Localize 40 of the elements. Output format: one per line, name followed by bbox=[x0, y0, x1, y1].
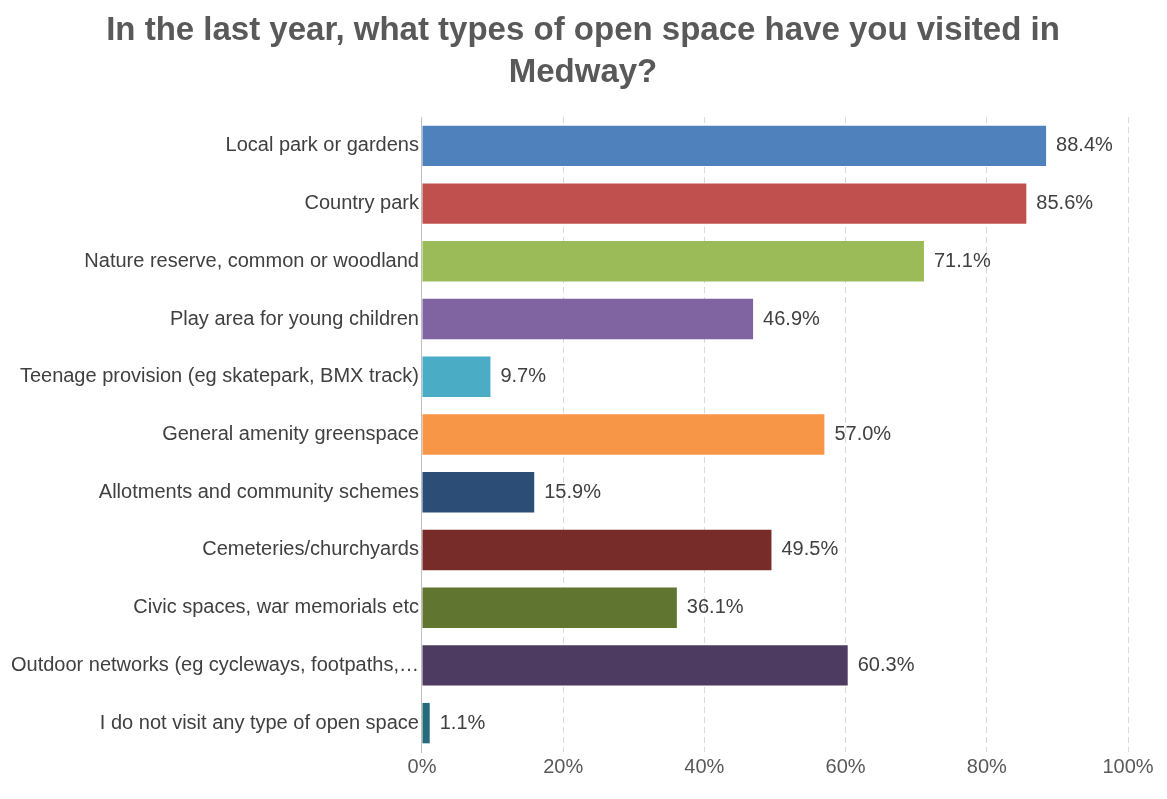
y-tick-label: General amenity greenspace bbox=[162, 422, 419, 445]
bar bbox=[422, 472, 535, 513]
data-label: 49.5% bbox=[781, 537, 839, 560]
data-label: 88.4% bbox=[1056, 133, 1114, 156]
y-tick-label: Outdoor networks (eg cycleways, footpaths,… bbox=[10, 652, 419, 675]
data-label: 57.0% bbox=[834, 422, 892, 445]
y-tick-label: Allotments and community schemes bbox=[98, 479, 419, 502]
y-tick-label: Local park or gardens bbox=[225, 133, 419, 156]
data-label: 46.9% bbox=[763, 306, 821, 329]
y-tick-label: Teenage provision (eg skatepark, BMX track) bbox=[19, 364, 419, 387]
x-tick-label: 0% bbox=[407, 754, 437, 777]
bar bbox=[422, 125, 1047, 167]
bar bbox=[422, 183, 1027, 224]
bar bbox=[422, 414, 825, 455]
data-label: 85.6% bbox=[1036, 191, 1094, 214]
y-tick-label: Country park bbox=[304, 191, 420, 214]
x-tick-label: 80% bbox=[966, 754, 1008, 777]
bar bbox=[422, 529, 772, 571]
y-tick-label: Play area for young children bbox=[169, 306, 419, 329]
x-tick-label: 20% bbox=[543, 754, 584, 777]
bar bbox=[422, 587, 677, 628]
data-label: 71.1% bbox=[933, 248, 991, 271]
bar bbox=[422, 241, 924, 282]
y-tick-label: I do not visit any type of open space bbox=[99, 710, 419, 733]
bar bbox=[422, 702, 430, 744]
data-label: 9.7% bbox=[500, 364, 547, 387]
x-tick-label: 100% bbox=[1102, 754, 1154, 777]
data-label: 15.9% bbox=[544, 479, 602, 502]
bar bbox=[422, 645, 848, 686]
y-tick-label: Nature reserve, common or woodland bbox=[84, 248, 419, 271]
bar bbox=[422, 356, 491, 397]
data-label: 36.1% bbox=[686, 595, 744, 618]
y-tick-label: Civic spaces, war memorials etc bbox=[133, 595, 419, 618]
data-label: 1.1% bbox=[439, 710, 486, 733]
data-label: 60.3% bbox=[857, 652, 915, 675]
x-tick-label: 40% bbox=[684, 754, 725, 777]
bar bbox=[422, 298, 754, 340]
y-tick-label: Cemeteries/churchyards bbox=[202, 537, 419, 560]
x-tick-label: 60% bbox=[825, 754, 866, 777]
chart-title: In the last year, what types of open space have you visited in Medway? bbox=[105, 9, 1061, 91]
